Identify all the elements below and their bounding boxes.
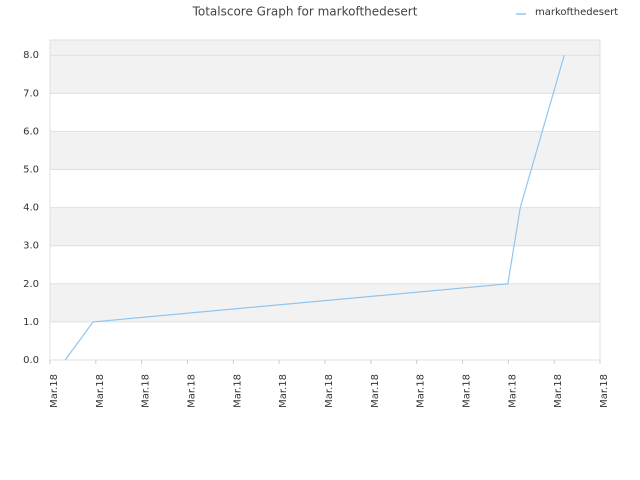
y-tick-label: 3.0 bbox=[23, 241, 39, 252]
x-tick-label: Mar.18 bbox=[187, 374, 198, 408]
x-tick-label: Mar.18 bbox=[95, 374, 106, 408]
y-tick-label: 6.0 bbox=[23, 126, 39, 137]
y-tick-label: 1.0 bbox=[23, 317, 39, 328]
x-tick-label: Mar.18 bbox=[232, 374, 243, 408]
grid-band bbox=[50, 207, 600, 246]
y-tick-label: 4.0 bbox=[23, 203, 39, 214]
grid-band bbox=[50, 55, 600, 94]
grid-band bbox=[50, 131, 600, 170]
x-tick-label: Mar.18 bbox=[324, 374, 335, 408]
grid-band bbox=[50, 283, 600, 322]
x-tick-label: Mar.18 bbox=[553, 374, 564, 408]
x-tick-label: Mar.18 bbox=[599, 374, 610, 408]
series-line bbox=[64, 55, 565, 361]
y-tick-label: 7.0 bbox=[23, 88, 39, 99]
x-tick-label: Mar.18 bbox=[141, 374, 152, 408]
y-tick-label: 8.0 bbox=[23, 50, 39, 61]
y-tick-label: 0.0 bbox=[23, 355, 39, 366]
x-tick-label: Mar.18 bbox=[370, 374, 381, 408]
x-tick-label: Mar.18 bbox=[462, 374, 473, 408]
x-tick-label: Mar.18 bbox=[49, 374, 60, 408]
x-tick-label: Mar.18 bbox=[507, 374, 518, 408]
chart-title: Totalscore Graph for markofthedesert bbox=[192, 5, 418, 19]
legend-label: markofthedesert bbox=[535, 7, 618, 18]
y-tick-label: 5.0 bbox=[23, 165, 39, 176]
y-tick-label: 2.0 bbox=[23, 279, 39, 290]
x-tick-label: Mar.18 bbox=[416, 374, 427, 408]
x-tick-label: Mar.18 bbox=[278, 374, 289, 408]
grid-band bbox=[50, 40, 600, 56]
